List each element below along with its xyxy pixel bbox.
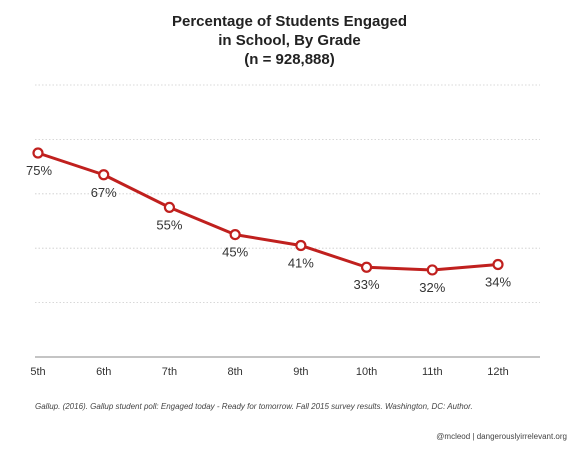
data-point [426, 264, 438, 276]
data-point [98, 169, 110, 181]
data-label: 33% [354, 277, 380, 292]
data-point [295, 239, 307, 252]
x-tick-label: 8th [227, 366, 242, 378]
data-label: 67% [91, 185, 117, 200]
data-point [492, 258, 504, 271]
source-note: Gallup. (2016). Gallup student poll: Eng… [35, 402, 473, 411]
chart-title-line-3: (n = 928,888) [244, 51, 335, 68]
data-label: 45% [222, 245, 248, 260]
x-tick-label: 12th [487, 366, 508, 378]
data-point [32, 147, 44, 159]
x-tick-label: 9th [293, 366, 308, 378]
series-line [37, 151, 499, 272]
data-point [163, 201, 176, 213]
chart-title-line-1: Percentage of Students Engaged [171, 13, 408, 30]
x-tick-label: 7th [162, 366, 177, 378]
chart-title-line-2: in School, By Grade [218, 32, 361, 49]
data-label: 55% [156, 217, 182, 232]
credit-text: @mcleod | dangerouslyirrelevant.org [436, 432, 567, 441]
x-tick-label: 10th [356, 366, 377, 378]
x-tick-label: 11th [422, 366, 443, 378]
chart-title: Percentage of Students Engaged in School… [0, 12, 579, 69]
data-label: 32% [419, 280, 445, 295]
data-label: 41% [288, 255, 314, 270]
data-point [229, 229, 241, 241]
data-point [360, 261, 373, 273]
data-label: 34% [485, 275, 511, 290]
data-label: 75% [26, 163, 52, 178]
x-tick-label: 6th [96, 366, 111, 378]
x-tick-label: 5th [30, 366, 45, 378]
